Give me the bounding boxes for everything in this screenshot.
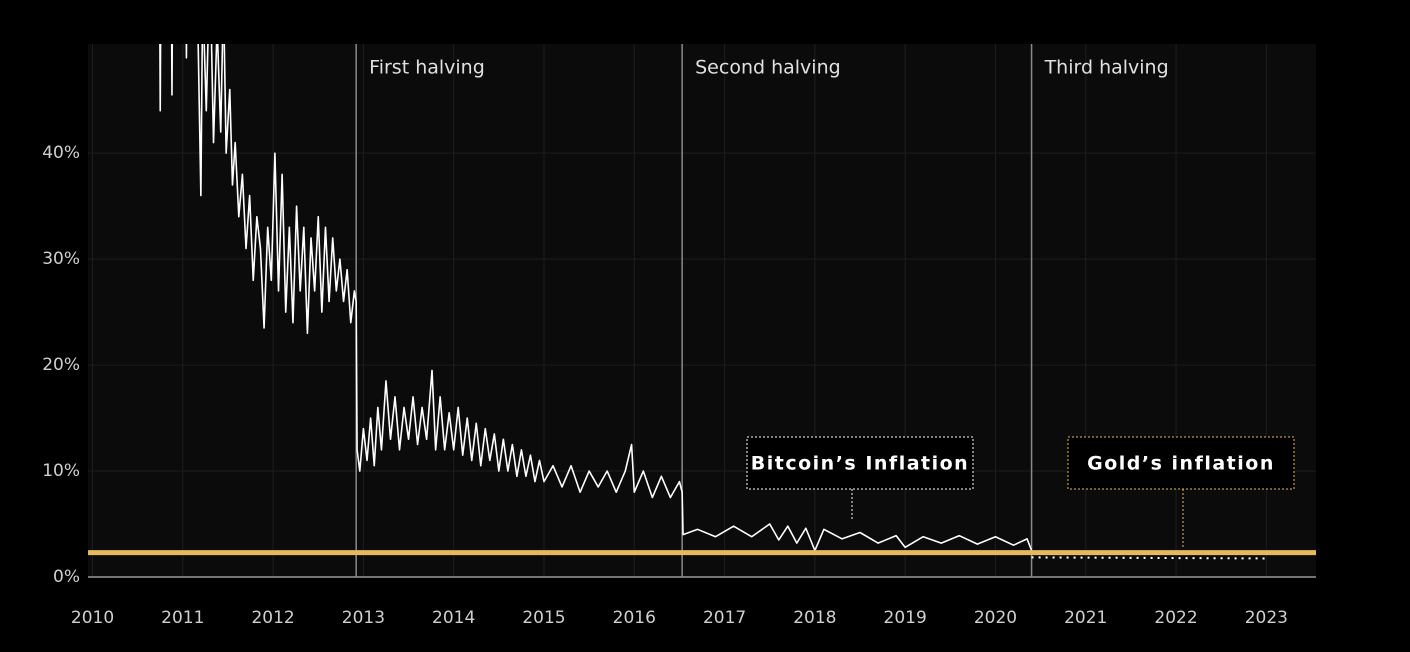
x-tick-label: 2012 bbox=[251, 608, 294, 628]
series-label: Bitcoin’s Inflation bbox=[751, 453, 969, 475]
y-tick-label: 40% bbox=[42, 143, 80, 163]
x-tick-label: 2013 bbox=[342, 608, 385, 628]
x-tick-label: 2016 bbox=[613, 608, 656, 628]
x-tick-label: 2019 bbox=[884, 608, 927, 628]
x-tick-label: 2022 bbox=[1154, 608, 1197, 628]
halving-label: Second halving bbox=[695, 57, 841, 79]
series-line bbox=[159, 44, 1033, 552]
x-tick-label: 2010 bbox=[71, 608, 114, 628]
x-tick-label: 2020 bbox=[974, 608, 1017, 628]
halving-label: Third halving bbox=[1044, 57, 1169, 79]
x-tick-label: 2014 bbox=[432, 608, 475, 628]
x-tick-label: 2021 bbox=[1064, 608, 1107, 628]
y-tick-label: 30% bbox=[42, 249, 80, 269]
halving-label: First halving bbox=[369, 57, 485, 79]
x-tick-label: 2011 bbox=[161, 608, 204, 628]
x-tick-label: 2018 bbox=[793, 608, 836, 628]
x-tick-label: 2017 bbox=[703, 608, 746, 628]
series-label: Gold’s inflation bbox=[1087, 453, 1275, 475]
y-tick-label: 10% bbox=[42, 461, 80, 481]
y-tick-label: 0% bbox=[53, 567, 80, 587]
x-tick-label: 2023 bbox=[1245, 608, 1288, 628]
plot-area bbox=[88, 44, 1316, 577]
x-tick-label: 2015 bbox=[522, 608, 565, 628]
y-tick-label: 20% bbox=[42, 355, 80, 375]
annotation-box bbox=[1067, 436, 1295, 490]
annotation-box bbox=[746, 436, 974, 490]
